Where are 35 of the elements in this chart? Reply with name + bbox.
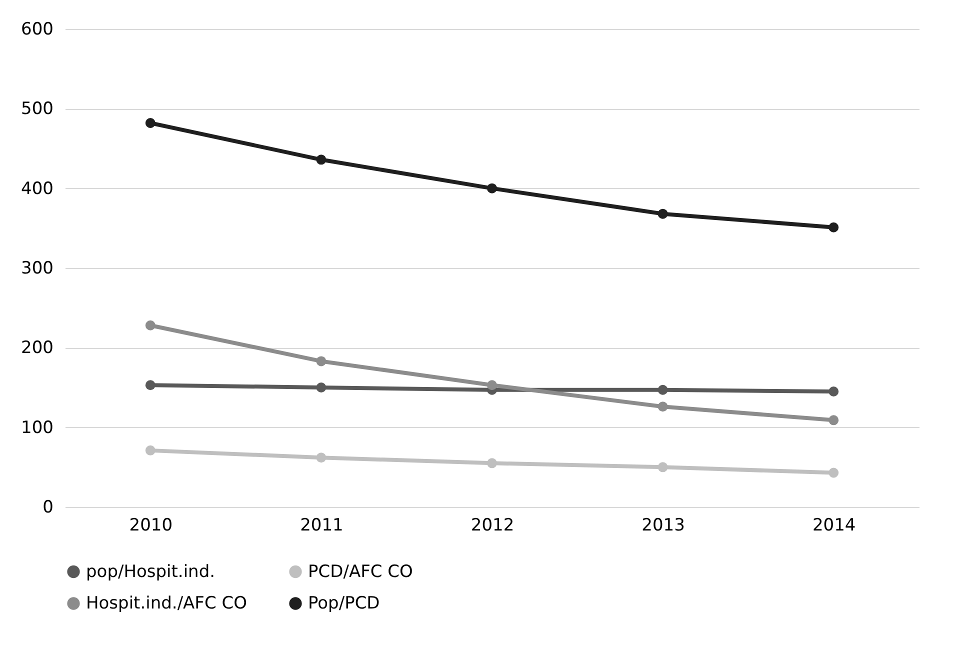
point xyxy=(658,402,668,412)
point xyxy=(658,462,668,472)
point xyxy=(316,356,326,366)
point xyxy=(316,382,326,392)
point xyxy=(828,386,839,396)
y-tick-label: 400 xyxy=(21,178,54,199)
y-tick-label: 600 xyxy=(21,20,54,40)
x-tick-label: 2013 xyxy=(642,516,685,536)
y-tick-label: 300 xyxy=(21,258,54,278)
x-tick-label: 2014 xyxy=(812,516,856,536)
x-tick-label: 2012 xyxy=(470,516,514,536)
y-tick-label: 500 xyxy=(21,99,54,120)
point xyxy=(487,458,497,468)
legend-label: Pop/PCD xyxy=(308,594,380,614)
point xyxy=(145,380,156,390)
x-tick-label: 2011 xyxy=(300,516,344,536)
point xyxy=(145,118,156,128)
point xyxy=(828,222,839,232)
point xyxy=(828,415,839,426)
point xyxy=(658,384,668,395)
y-tick-label: 0 xyxy=(42,498,54,518)
legend-label: pop/Hospit.ind. xyxy=(86,562,216,582)
point xyxy=(316,452,326,463)
point xyxy=(316,154,326,165)
point xyxy=(487,183,497,194)
y-tick-label: 200 xyxy=(21,338,54,358)
y-tick-label: 100 xyxy=(21,418,54,438)
point xyxy=(658,208,668,219)
legend-label: Hospit.ind./AFC CO xyxy=(86,594,247,614)
point xyxy=(145,320,156,330)
point xyxy=(145,445,156,456)
legend-label: PCD/AFC CO xyxy=(308,562,413,582)
point xyxy=(828,468,839,478)
point xyxy=(487,380,497,390)
x-tick-label: 2010 xyxy=(129,516,173,536)
